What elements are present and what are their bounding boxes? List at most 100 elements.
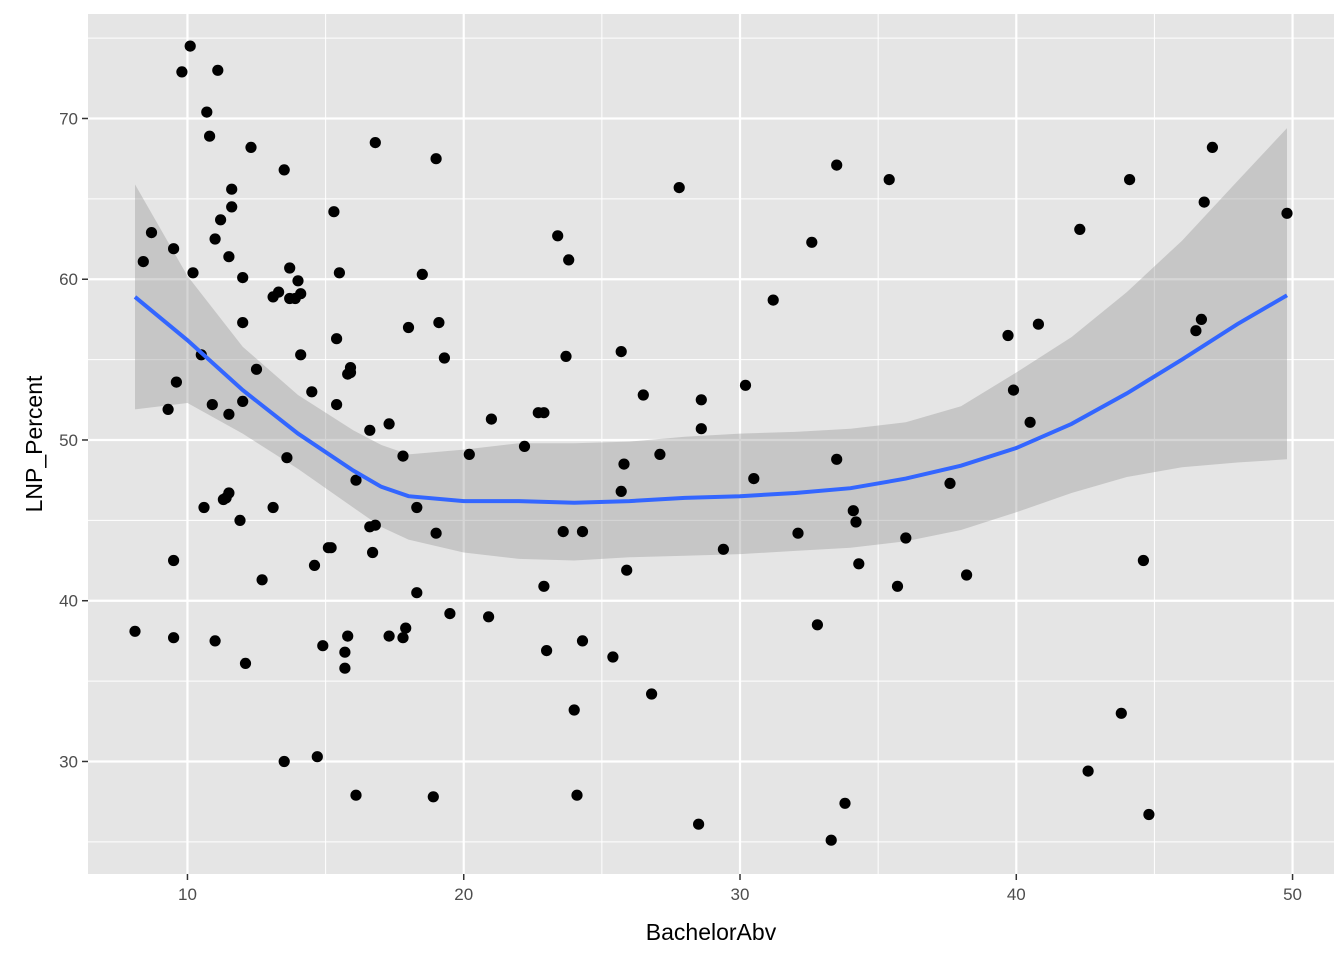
data-point xyxy=(831,453,843,465)
data-point xyxy=(1137,554,1149,567)
data-point xyxy=(831,159,843,171)
data-point xyxy=(333,267,345,279)
data-point xyxy=(444,608,456,620)
data-point xyxy=(234,514,246,527)
data-point xyxy=(350,789,362,801)
data-point xyxy=(483,611,495,623)
data-point xyxy=(295,349,307,361)
data-point xyxy=(607,651,619,663)
data-point xyxy=(397,632,409,644)
data-point xyxy=(900,532,912,544)
data-point xyxy=(576,526,589,538)
data-point xyxy=(792,527,804,539)
data-point xyxy=(223,408,235,420)
data-point xyxy=(717,543,730,555)
data-point xyxy=(1007,384,1020,396)
x-tick-label: 40 xyxy=(1007,885,1026,904)
data-point xyxy=(1190,325,1202,337)
data-point xyxy=(571,789,583,801)
x-tick-label: 10 xyxy=(178,885,197,904)
data-point xyxy=(350,474,362,486)
data-point xyxy=(433,317,445,329)
major-gridlines xyxy=(88,14,1334,874)
data-point xyxy=(416,268,428,280)
data-point xyxy=(223,251,235,263)
data-point xyxy=(552,230,564,242)
y-axis-title: LNP_Percent xyxy=(21,375,47,512)
data-point xyxy=(463,448,475,460)
data-point xyxy=(1206,141,1218,153)
data-point xyxy=(411,501,423,514)
data-point xyxy=(847,505,859,517)
data-point xyxy=(673,182,685,194)
data-point xyxy=(168,554,180,567)
data-point xyxy=(331,333,343,345)
data-point xyxy=(1198,196,1210,208)
data-point xyxy=(339,662,351,674)
data-point xyxy=(292,275,304,287)
data-point xyxy=(853,558,865,570)
data-point xyxy=(278,164,290,176)
x-tick-label: 30 xyxy=(731,885,750,904)
data-point xyxy=(306,386,318,398)
data-point xyxy=(891,580,904,592)
data-point xyxy=(137,256,149,268)
data-point xyxy=(145,227,158,239)
data-point xyxy=(184,40,196,52)
data-point xyxy=(538,407,550,419)
data-point xyxy=(162,403,174,415)
data-point xyxy=(198,501,210,514)
data-point xyxy=(538,580,550,592)
data-point xyxy=(430,153,442,165)
data-point xyxy=(273,286,285,298)
y-tick-label: 30 xyxy=(59,752,78,771)
data-point xyxy=(1143,808,1155,821)
minor-gridlines xyxy=(88,14,1334,874)
data-point xyxy=(237,395,249,407)
data-point xyxy=(825,834,837,846)
data-point xyxy=(215,214,227,226)
data-point xyxy=(518,440,531,452)
y-tick-label: 50 xyxy=(59,431,78,450)
data-point xyxy=(223,487,235,499)
data-point xyxy=(1195,313,1207,325)
data-point xyxy=(615,346,627,358)
data-point xyxy=(168,632,180,644)
x-axis-ticks: 10 20 30 40 50 xyxy=(178,874,1302,904)
data-point xyxy=(427,791,439,803)
data-point xyxy=(693,818,705,830)
data-point xyxy=(1074,223,1086,235)
data-point xyxy=(557,526,569,538)
scatter-points xyxy=(129,40,1293,846)
data-point xyxy=(767,294,779,306)
smooth-line xyxy=(133,293,1289,505)
data-point xyxy=(209,233,221,245)
data-point xyxy=(560,350,572,362)
data-point xyxy=(308,559,321,572)
data-point xyxy=(1024,416,1036,428)
x-tick-label: 50 xyxy=(1283,885,1302,904)
data-point xyxy=(806,236,818,248)
data-point xyxy=(201,106,213,118)
data-point xyxy=(1281,207,1293,219)
data-point xyxy=(342,630,354,642)
data-point xyxy=(637,389,649,401)
data-point xyxy=(187,267,199,279)
data-point xyxy=(364,424,376,436)
data-point xyxy=(176,66,188,78)
data-point xyxy=(1124,174,1136,186)
y-tick-label: 60 xyxy=(59,270,78,289)
data-point xyxy=(739,379,752,391)
data-point xyxy=(695,394,707,406)
data-point xyxy=(621,564,633,576)
data-point xyxy=(226,201,238,213)
data-point xyxy=(331,399,343,411)
data-point xyxy=(170,376,182,388)
x-axis-title: BachelorAbv xyxy=(646,919,777,945)
data-point xyxy=(618,458,630,470)
y-tick-label: 70 xyxy=(59,109,78,128)
y-tick-label: 40 xyxy=(59,592,78,611)
data-point xyxy=(237,317,249,329)
data-point xyxy=(344,362,357,374)
